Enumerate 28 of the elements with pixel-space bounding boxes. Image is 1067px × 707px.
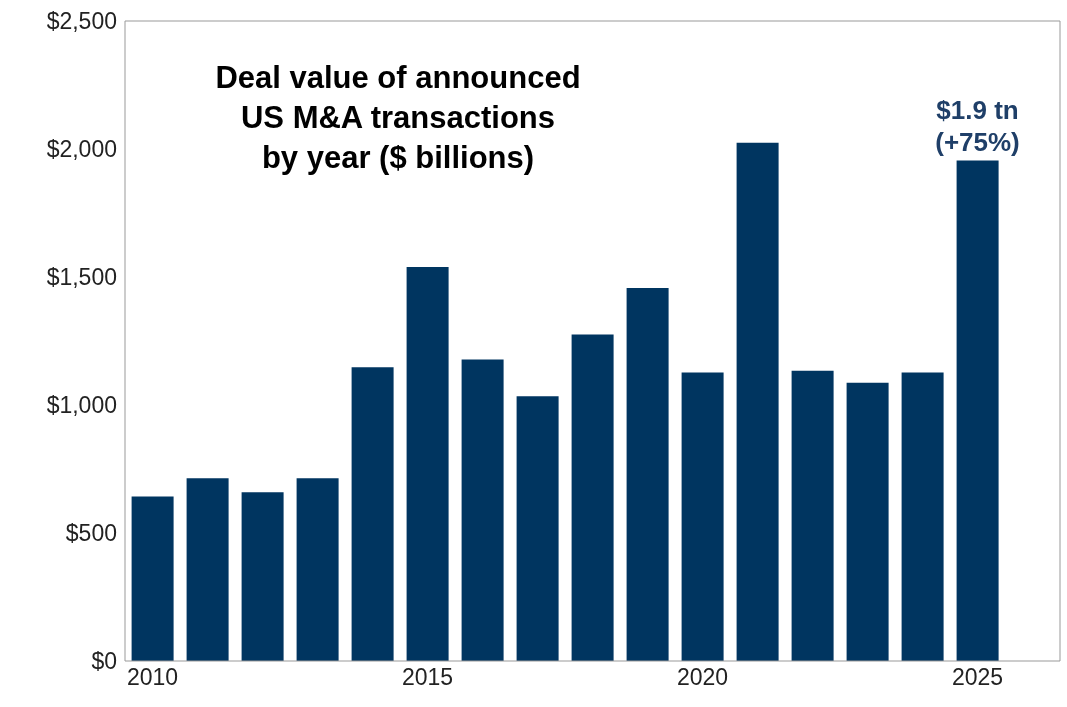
bar [406,267,449,661]
bar [736,142,779,661]
y-tick-label: $2,500 [46,8,117,35]
x-tick-label: 2010 [126,664,179,691]
bar [956,160,999,661]
bar [846,382,889,661]
y-tick-label: $2,000 [46,136,117,163]
x-tick-label: 2015 [401,664,454,691]
bar [681,372,724,661]
bar [131,496,174,661]
bar [241,492,284,661]
y-tick-label: $1,000 [46,392,117,419]
bar [516,396,559,661]
bar [901,372,944,661]
x-tick-label: 2020 [676,664,729,691]
y-tick-label: $1,500 [46,264,117,291]
bar [296,478,339,661]
bar [351,367,394,661]
bar [626,288,669,661]
y-tick-label: $500 [65,520,117,547]
bar [791,370,834,661]
bar [186,478,229,661]
x-tick-label: 2025 [951,664,1004,691]
bar [461,359,504,661]
annotation: $1.9 tn (+75%) [935,94,1020,157]
text: Deal value of announced US M&A transactions by year ($ billions) [214,59,582,177]
y-tick-label: $0 [91,648,117,675]
bar [571,334,614,661]
